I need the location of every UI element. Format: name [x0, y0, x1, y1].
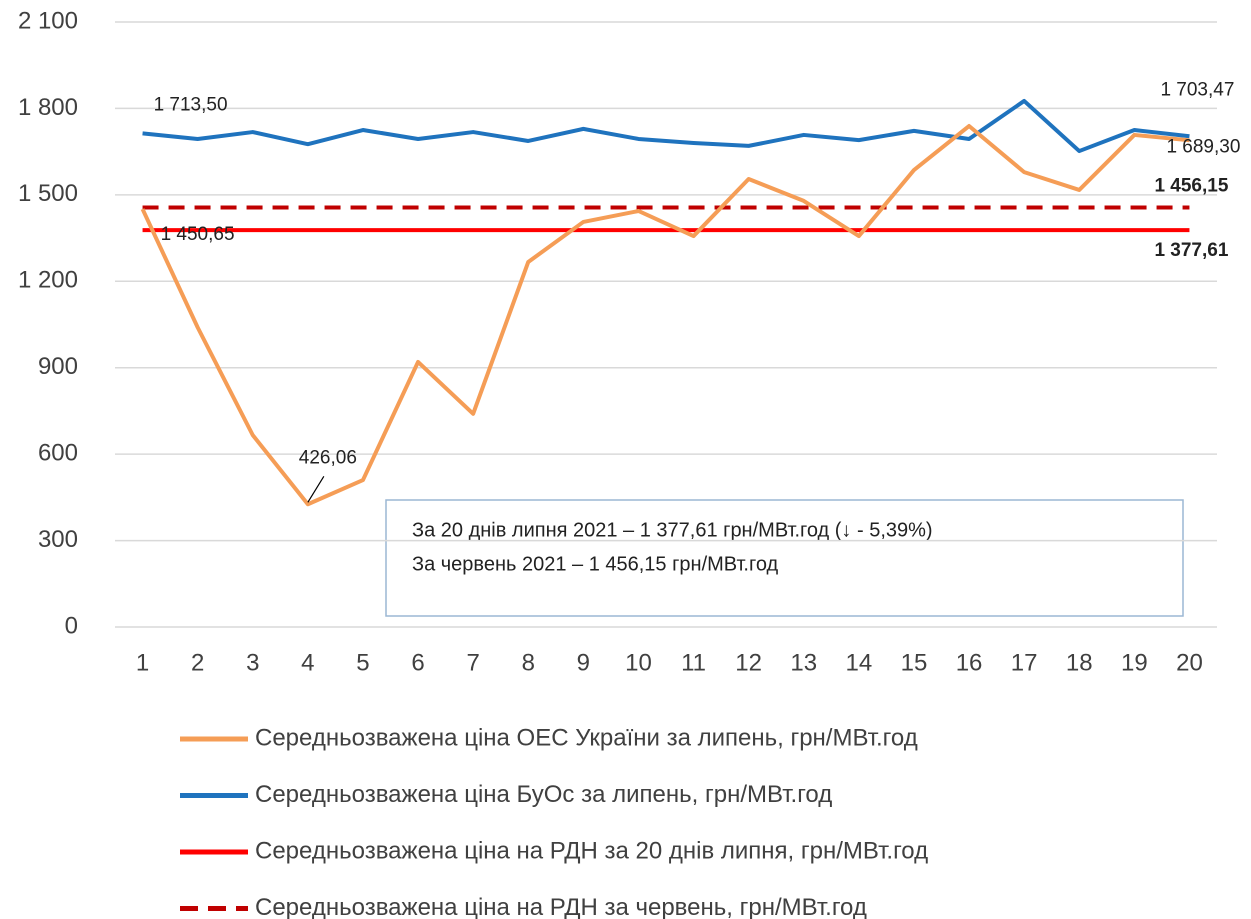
annotation: За 20 днів липня 2021 – 1 377,61 грн/МВт… — [412, 519, 933, 541]
data-label: 1 703,47 — [1160, 79, 1234, 100]
x-tick-label: 7 — [466, 649, 479, 676]
x-tick-label: 14 — [845, 649, 872, 676]
x-tick-label: 1 — [136, 649, 149, 676]
data-label: 426,06 — [299, 447, 357, 468]
x-tick-label: 9 — [577, 649, 590, 676]
y-tick-label: 1 800 — [18, 94, 78, 121]
data-label: 1 713,50 — [154, 94, 228, 115]
x-tick-label: 2 — [191, 649, 204, 676]
data-label: 1 450,65 — [161, 224, 235, 245]
x-tick-label: 17 — [1011, 649, 1038, 676]
data-label: 1 377,61 — [1154, 240, 1228, 261]
legend-label: Середньозважена ціна БуОс за липень, грн… — [255, 781, 832, 808]
y-tick-label: 0 — [65, 612, 78, 639]
y-tick-label: 1 500 — [18, 180, 78, 207]
legend-label: Середньозважена ціна ОЕС України за липе… — [255, 724, 918, 751]
x-tick-label: 11 — [681, 649, 706, 676]
data-label: 1 456,15 — [1154, 176, 1228, 197]
x-tick-label: 3 — [246, 649, 259, 676]
legend-label: Середньозважена ціна на РДН за 20 днів л… — [255, 837, 928, 864]
y-tick-label: 1 200 — [18, 267, 78, 294]
x-tick-label: 12 — [735, 649, 762, 676]
series-line — [140, 124, 1190, 507]
y-tick-label: 2 100 — [18, 7, 78, 34]
x-tick-label: 20 — [1176, 649, 1203, 676]
x-tick-label: 13 — [790, 649, 817, 676]
y-tick-label: 300 — [38, 526, 78, 553]
x-tick-label: 8 — [522, 649, 535, 676]
x-tick-label: 15 — [901, 649, 928, 676]
x-tick-label: 6 — [411, 649, 424, 676]
y-tick-label: 600 — [38, 439, 78, 466]
x-tick-label: 10 — [625, 649, 652, 676]
leader-line — [307, 475, 325, 503]
series-line — [142, 98, 1190, 154]
y-tick-label: 900 — [38, 353, 78, 380]
x-tick-label: 5 — [356, 649, 369, 676]
data-label: 1 689,30 — [1166, 136, 1240, 157]
annotation: За червень 2021 – 1 456,15 грн/МВт.год — [412, 553, 779, 575]
annotation-box — [385, 499, 1184, 617]
x-tick-label: 19 — [1121, 649, 1148, 676]
legend-label: Середньозважена ціна на РДН за червень, … — [255, 894, 867, 919]
x-tick-label: 4 — [301, 649, 314, 676]
x-tick-label: 18 — [1066, 649, 1093, 676]
x-tick-label: 16 — [956, 649, 983, 676]
